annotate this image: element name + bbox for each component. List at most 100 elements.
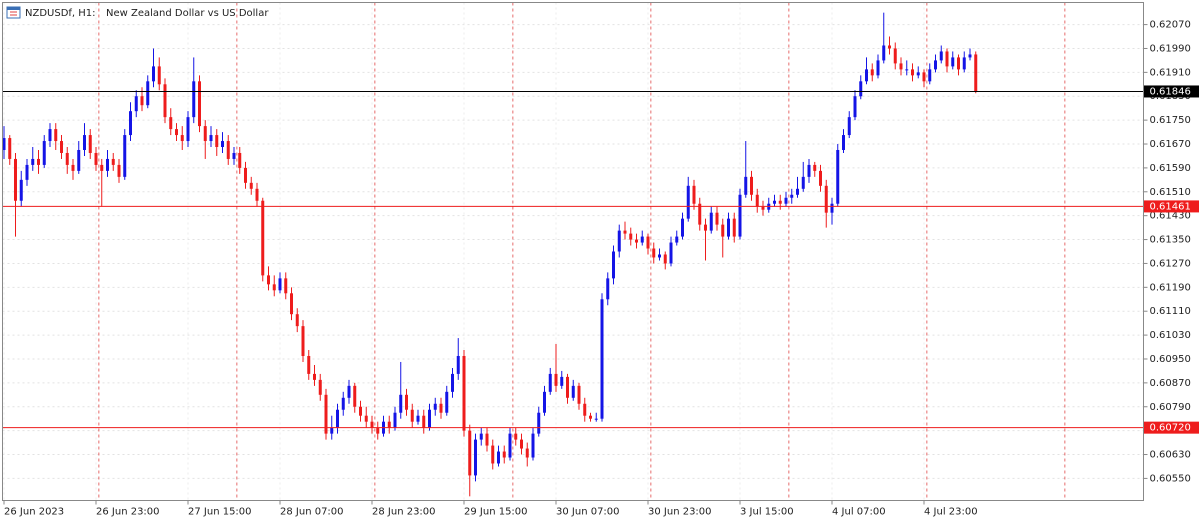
y-tick-label: 0.61350 [1150, 235, 1191, 246]
candles [2, 12, 978, 497]
plot-frame [2, 2, 1144, 501]
candle-body [117, 164, 121, 177]
symbol-icon [6, 6, 21, 19]
candle-body [623, 230, 627, 234]
candle-body [520, 439, 523, 449]
y-tick-label: 0.61110 [1150, 306, 1191, 317]
candle-body [968, 54, 972, 58]
candle-body [479, 433, 483, 440]
x-tick-label: 28 Jun 07:00 [280, 507, 344, 518]
candle-body [370, 421, 374, 428]
candle-body [474, 439, 477, 476]
x-tick-label: 29 Jun 15:00 [464, 507, 528, 518]
candle-body [290, 293, 293, 315]
x-tick-label: 3 Jul 15:00 [740, 507, 794, 518]
candle-body [554, 373, 558, 386]
candle-body [65, 152, 69, 165]
candle-body [962, 57, 966, 70]
candle-body [824, 185, 828, 213]
candle-body [100, 164, 104, 171]
candle-body [773, 200, 776, 204]
y-tick-label: 0.61750 [1150, 115, 1191, 126]
candle-body [508, 433, 512, 458]
price-level-label: 0.61461 [1150, 201, 1191, 212]
candle-body [830, 203, 834, 213]
candle-body [307, 355, 311, 374]
candle-body [169, 117, 173, 130]
candle-body [433, 403, 437, 410]
candle-body [284, 278, 288, 294]
candle-body [888, 45, 891, 49]
candle-body [353, 385, 357, 407]
candle-body [922, 72, 926, 82]
candle-body [704, 224, 707, 231]
candle-body [865, 69, 868, 82]
candle-body [249, 182, 253, 189]
candle-body [192, 81, 196, 118]
candle-body [48, 129, 52, 142]
candle-body [606, 278, 610, 300]
candle-body [88, 135, 92, 153]
y-tick-label: 0.61430 [1150, 211, 1191, 222]
candle-body [422, 415, 426, 428]
candle-body [531, 433, 535, 458]
candle-body [2, 138, 6, 150]
candle-body [359, 406, 362, 416]
candle-body [77, 149, 81, 171]
candle-body [732, 218, 736, 237]
candle-body [600, 299, 604, 419]
candle-body [244, 167, 247, 183]
candle-body [428, 409, 431, 428]
candle-body [140, 96, 144, 106]
candle-body [215, 135, 219, 148]
candle-body [945, 51, 949, 67]
candle-body [957, 57, 960, 70]
candle-body [916, 72, 920, 76]
candle-body [146, 81, 150, 106]
candle-body [456, 355, 460, 374]
candle-body [836, 149, 840, 204]
candle-body [537, 412, 541, 434]
candle-body [106, 158, 109, 171]
candle-body [629, 233, 633, 240]
candle-body [721, 224, 725, 237]
candle-body [612, 251, 615, 279]
candle-body [19, 179, 23, 201]
candle-body [37, 158, 40, 165]
candle-body [681, 218, 684, 237]
candle-body [295, 314, 299, 327]
candle-body [640, 236, 644, 243]
candle-body [318, 379, 322, 395]
y-tick-label: 0.60790 [1150, 402, 1191, 413]
y-tick-label: 0.60630 [1150, 450, 1191, 461]
candle-body [387, 421, 391, 428]
candle-body [571, 385, 575, 398]
candle-body [54, 129, 58, 142]
candle-body [589, 415, 592, 419]
candle-body [261, 200, 265, 276]
candle-body [451, 373, 454, 392]
candle-body [669, 242, 673, 264]
candle-body [83, 135, 86, 150]
candle-body [238, 152, 242, 168]
x-tick-label: 26 Jun 2023 [4, 507, 64, 518]
candle-body [186, 117, 190, 142]
x-tick-label: 30 Jun 07:00 [556, 507, 620, 518]
candle-body [209, 135, 213, 142]
candle-body [14, 158, 17, 201]
candle-body [525, 448, 529, 458]
candle-body [686, 185, 690, 219]
candle-body [744, 176, 748, 195]
candle-body [594, 418, 598, 420]
candle-body [698, 203, 702, 225]
candle-body [842, 135, 845, 150]
candle-body [790, 194, 794, 198]
candle-body [727, 218, 730, 237]
candle-body [905, 69, 909, 71]
candle-body [807, 164, 811, 177]
candle-body [42, 141, 46, 165]
candle-body [813, 164, 817, 171]
x-tick-label: 28 Jun 23:00 [372, 507, 436, 518]
candle-body [226, 141, 230, 159]
candle-body [255, 188, 259, 201]
